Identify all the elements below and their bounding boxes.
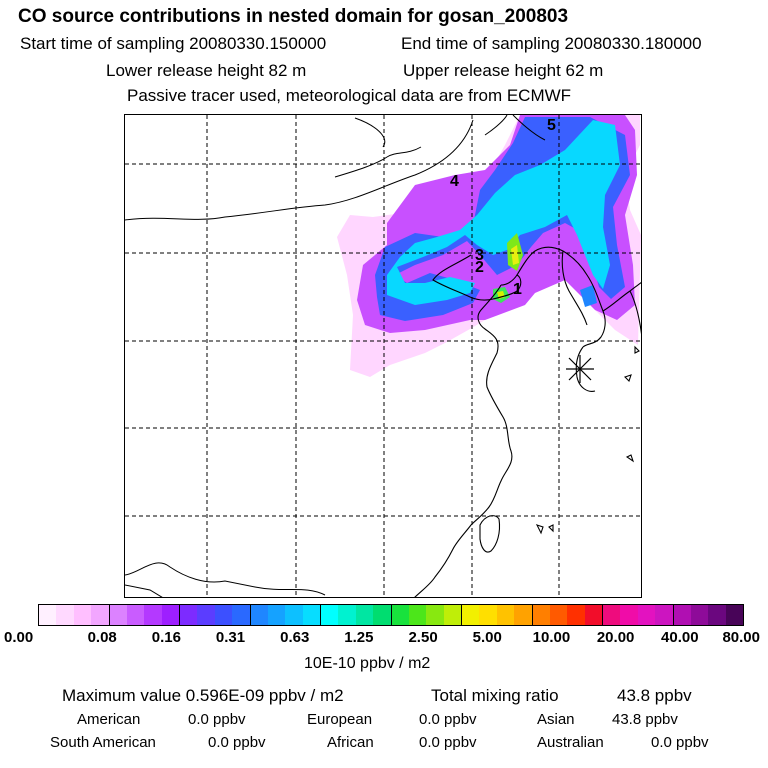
region-name-african: African bbox=[327, 734, 374, 751]
colorbar-swatch bbox=[321, 605, 339, 625]
region-name-australian: Australian bbox=[537, 734, 604, 751]
lower-release-label: Lower release height 82 m bbox=[106, 61, 307, 80]
colorbar-swatch bbox=[514, 605, 533, 625]
colorbar-swatch bbox=[532, 605, 550, 625]
region-value-asian: 43.8 ppbv bbox=[612, 711, 678, 728]
colorbar-tick-label: 0.31 bbox=[215, 629, 246, 646]
colorbar-swatch bbox=[56, 605, 74, 625]
maximum-value: Maximum value 0.596E-09 ppbv / m2 bbox=[62, 686, 344, 705]
concentration-field bbox=[337, 115, 641, 377]
colorbar-tick-label: 0.08 bbox=[87, 629, 117, 646]
colorbar-tick-label: 2.50 bbox=[408, 629, 438, 646]
region-value-american: 0.0 ppbv bbox=[188, 711, 246, 728]
colorbar-swatch bbox=[549, 605, 568, 625]
upper-release-label: Upper release height 62 m bbox=[403, 61, 604, 80]
colorbar-tick-label: 0.16 bbox=[151, 629, 181, 646]
colorbar-swatch bbox=[496, 605, 515, 625]
colorbar-swatch bbox=[443, 605, 462, 625]
colorbar-swatch bbox=[197, 605, 215, 625]
colorbar-swatch bbox=[620, 605, 638, 625]
tracer-note: Passive tracer used, meteorological data… bbox=[127, 86, 572, 105]
colorbar-swatch bbox=[180, 605, 198, 625]
colorbar-swatch bbox=[355, 605, 374, 625]
map-canvas: 1 2 3 4 5 bbox=[125, 115, 641, 597]
region-value-australian: 0.0 ppbv bbox=[651, 734, 709, 751]
colorbar-tick-label: 10.00 bbox=[532, 629, 571, 646]
colorbar-tick-label: 80.00 bbox=[722, 629, 760, 646]
colorbar-swatch bbox=[584, 605, 603, 625]
colorbar-swatch bbox=[214, 605, 233, 625]
marker-2: 2 bbox=[475, 259, 484, 276]
total-mixing-value: 43.8 ppbv bbox=[617, 686, 692, 705]
colorbar-tick-label: 1.25 bbox=[344, 629, 374, 646]
colorbar-swatch bbox=[232, 605, 251, 625]
plot-title: CO source contributions in nested domain… bbox=[18, 6, 569, 27]
colorbar-swatch bbox=[373, 605, 392, 625]
colorbar-swatch bbox=[725, 605, 743, 625]
plume-cyan-region bbox=[387, 120, 620, 305]
colorbar-swatch bbox=[267, 605, 286, 625]
end-time-label: End time of sampling 20080330.180000 bbox=[401, 34, 702, 53]
colorbar-swatch bbox=[91, 605, 110, 625]
colorbar-swatch bbox=[673, 605, 691, 625]
colorbar-swatch bbox=[391, 605, 409, 625]
colorbar-swatch bbox=[655, 605, 674, 625]
colorbar-swatch bbox=[479, 605, 497, 625]
colorbar-tick-label: 5.00 bbox=[472, 629, 502, 646]
colorbar-swatch bbox=[126, 605, 145, 625]
map-panel: 1 2 3 4 5 bbox=[124, 114, 642, 598]
receptor-star-icon bbox=[566, 355, 594, 383]
colorbar-swatch bbox=[109, 605, 127, 625]
marker-5: 5 bbox=[547, 117, 556, 134]
region-value-south-american: 0.0 ppbv bbox=[208, 734, 266, 751]
colorbar-tick-label: 20.00 bbox=[596, 629, 635, 646]
colorbar-swatch bbox=[637, 605, 656, 625]
total-mixing-label: Total mixing ratio bbox=[431, 686, 559, 705]
colorbar-swatch bbox=[567, 605, 585, 625]
region-value-african: 0.0 ppbv bbox=[419, 734, 477, 751]
start-time-label: Start time of sampling 20080330.150000 bbox=[20, 34, 327, 53]
colorbar-swatch bbox=[144, 605, 162, 625]
plume-yellow-core bbox=[511, 245, 519, 265]
source-markers: 1 2 3 4 5 bbox=[450, 117, 556, 298]
colorbar-swatch bbox=[338, 605, 356, 625]
lat-lon-grid bbox=[125, 115, 641, 597]
region-name-south-american: South American bbox=[50, 734, 156, 751]
colorbar-swatch bbox=[73, 605, 92, 625]
plume-east-blue bbox=[580, 285, 597, 307]
colorbar-swatch bbox=[250, 605, 268, 625]
colorbar-swatch bbox=[690, 605, 709, 625]
colorbar-swatch bbox=[462, 605, 480, 625]
marker-3: 3 bbox=[475, 247, 484, 264]
region-name-asian: Asian bbox=[537, 711, 575, 728]
colorbar-swatch bbox=[39, 605, 57, 625]
marker-4: 4 bbox=[450, 173, 459, 190]
colorbar-tick-label: 40.00 bbox=[661, 629, 699, 646]
marker-1: 1 bbox=[513, 281, 522, 298]
colorbar-swatch bbox=[161, 605, 180, 625]
colorbar-swatch bbox=[603, 605, 621, 625]
colorbar-swatch bbox=[285, 605, 303, 625]
colorbar-swatch bbox=[426, 605, 444, 625]
region-name-american: American bbox=[77, 711, 141, 728]
colorbar-unit: 10E-10 ppbv / m2 bbox=[304, 655, 431, 672]
region-name-european: European bbox=[307, 711, 373, 728]
colorbar bbox=[38, 604, 744, 626]
colorbar-swatch bbox=[408, 605, 427, 625]
colorbar-swatch bbox=[302, 605, 321, 625]
colorbar-tick-label: 0.63 bbox=[280, 629, 310, 646]
region-value-european: 0.0 ppbv bbox=[419, 711, 477, 728]
colorbar-tick-label: 0.00 bbox=[4, 629, 34, 646]
colorbar-swatch bbox=[708, 605, 726, 625]
